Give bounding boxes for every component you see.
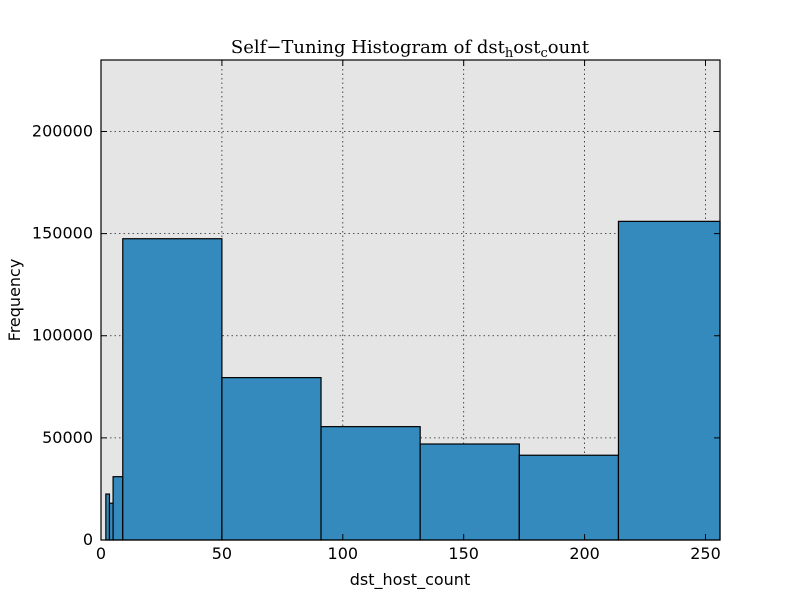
x-axis-label: dst_host_count bbox=[350, 570, 470, 590]
x-tick-label: 200 bbox=[569, 544, 600, 563]
x-tick-label: 150 bbox=[448, 544, 479, 563]
histogram-bar bbox=[122, 238, 223, 541]
histogram-bar bbox=[518, 454, 620, 541]
histogram-bar bbox=[320, 426, 421, 541]
histogram-bars bbox=[105, 220, 721, 541]
x-tick-label: 0 bbox=[96, 544, 106, 563]
y-tick-label: 100000 bbox=[32, 326, 93, 345]
y-tick-label: 150000 bbox=[32, 224, 93, 243]
histogram-bar bbox=[112, 476, 124, 541]
y-tick-label: 50000 bbox=[42, 428, 93, 447]
y-tick-label: 200000 bbox=[32, 121, 93, 140]
y-tick-label: 0 bbox=[83, 530, 93, 549]
x-tick-label: 250 bbox=[690, 544, 721, 563]
chart-title: Self−Tuning Histogram of dsthostcount bbox=[231, 37, 590, 61]
x-tick-label: 50 bbox=[212, 544, 232, 563]
histogram-bar bbox=[221, 377, 322, 541]
y-axis-label: Frequency bbox=[5, 259, 24, 342]
axis-ticks: 0 50 100 150 200 250 0 50000 100000 150000 200000 bbox=[32, 60, 721, 563]
x-tick-label: 100 bbox=[328, 544, 359, 563]
histogram-bar bbox=[419, 443, 520, 541]
histogram-bar bbox=[617, 220, 721, 541]
plot-frame bbox=[100, 59, 721, 541]
